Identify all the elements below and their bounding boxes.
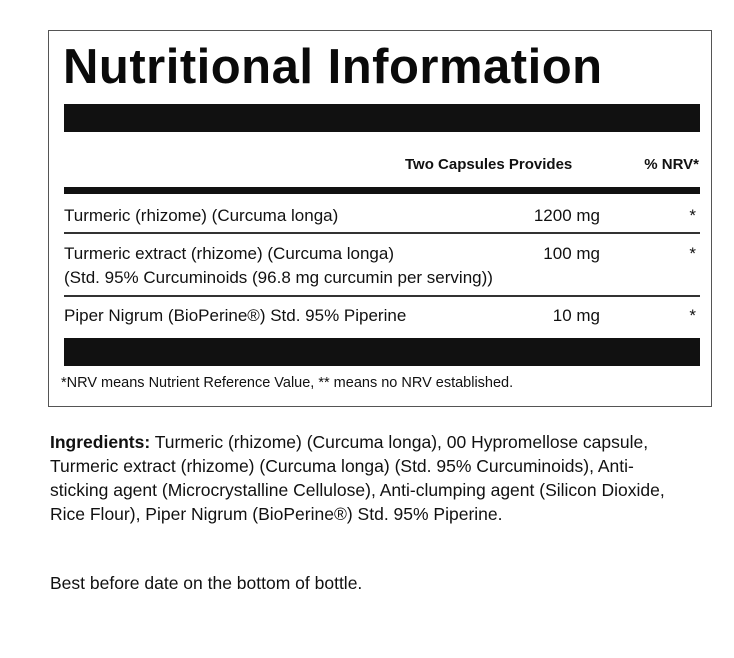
ingredients-text: Turmeric (rhizome) (Curcuma longa), 00 H… [50,432,665,524]
row-amount: 100 mg [543,244,600,263]
row-nrv: * [689,244,696,263]
row-amount: 1200 mg [533,206,600,225]
row-divider [64,295,700,297]
row-name-detail: (Std. 95% Curcuminoids (96.8 mg curcumin… [64,268,493,287]
row-name: Turmeric (rhizome) (Curcuma longa) [64,206,339,225]
divider-bar [64,338,700,366]
serving-header: Two Capsules Provides [405,156,573,173]
divider-bar [64,104,700,132]
row-name: Piper Nigrum (BioPerine®) Std. 95% Piper… [64,306,407,325]
ingredients-label: Ingredients: [50,432,151,452]
row-nrv: * [689,306,696,325]
best-before-note: Best before date on the bottom of bottle… [50,573,363,593]
header-rule [64,187,700,194]
footnote: *NRV means Nutrient Reference Value, ** … [61,375,514,391]
row-name: Turmeric extract (rhizome) (Curcuma long… [64,244,394,263]
ingredients: Ingredients: Turmeric (rhizome) (Curcuma… [50,430,690,526]
row-divider [64,232,700,234]
row-nrv: * [689,206,696,225]
row-amount: 10 mg [552,306,600,325]
panel-title: Nutritional Information [63,40,603,94]
nrv-header: % NRV* [644,156,699,173]
nutrition-panel: Nutritional Information Two Capsules Pro… [48,30,712,407]
